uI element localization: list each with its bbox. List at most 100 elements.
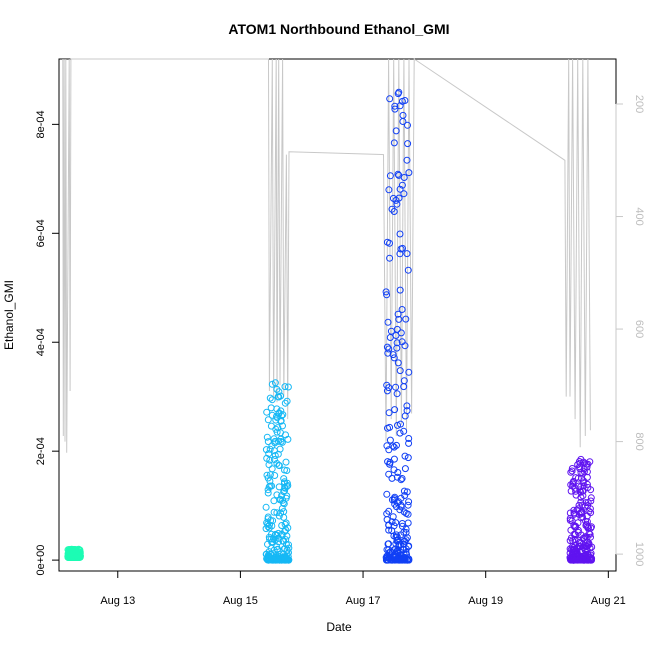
data-point bbox=[275, 462, 283, 470]
data-point bbox=[282, 458, 290, 466]
data-point bbox=[283, 554, 290, 562]
data-point bbox=[398, 522, 406, 530]
data-point bbox=[280, 508, 288, 516]
data-point bbox=[580, 465, 588, 473]
data-point bbox=[390, 354, 398, 362]
data-point bbox=[386, 239, 393, 247]
data-point bbox=[275, 538, 282, 546]
data-point bbox=[587, 486, 595, 494]
data-point bbox=[396, 429, 404, 437]
data-point bbox=[283, 397, 291, 405]
points-layer bbox=[64, 88, 596, 564]
data-point bbox=[281, 383, 289, 391]
data-point bbox=[400, 555, 408, 563]
data-point bbox=[394, 90, 402, 98]
data-point bbox=[396, 185, 404, 193]
data-point bbox=[390, 443, 398, 451]
data-point bbox=[275, 410, 283, 418]
data-point bbox=[262, 503, 270, 511]
data-point bbox=[383, 343, 391, 351]
y2-tick-label: 400 bbox=[633, 207, 645, 225]
data-point bbox=[268, 555, 276, 563]
data-point bbox=[280, 475, 288, 483]
data-point bbox=[281, 553, 289, 561]
data-point bbox=[392, 519, 400, 527]
data-point bbox=[577, 455, 585, 463]
secondary-series-line bbox=[62, 58, 591, 453]
data-point bbox=[391, 102, 399, 110]
x-axis: Aug 13 Aug 15 Aug 17 Aug 19 Aug 21 bbox=[100, 570, 626, 607]
data-point bbox=[267, 422, 275, 430]
data-point bbox=[573, 549, 580, 557]
data-point bbox=[397, 531, 405, 539]
data-point bbox=[587, 509, 595, 517]
data-point bbox=[394, 359, 402, 367]
y2-tick-label: 1000 bbox=[633, 542, 645, 566]
data-point bbox=[393, 200, 401, 208]
data-point bbox=[64, 552, 72, 560]
data-point bbox=[264, 486, 272, 494]
data-point bbox=[385, 409, 393, 417]
data-point bbox=[396, 286, 404, 294]
data-point bbox=[266, 477, 274, 485]
data-point bbox=[396, 367, 404, 375]
data-point bbox=[404, 501, 412, 509]
data-point bbox=[385, 384, 393, 392]
data-point bbox=[405, 368, 413, 376]
data-point bbox=[577, 531, 585, 539]
data-point bbox=[390, 553, 398, 561]
data-point bbox=[390, 495, 398, 503]
data-point bbox=[385, 470, 393, 478]
data-point bbox=[399, 111, 407, 119]
y2-tick-label: 200 bbox=[633, 95, 645, 113]
data-point bbox=[273, 556, 281, 564]
data-point bbox=[271, 439, 279, 447]
data-point bbox=[583, 480, 591, 488]
data-point bbox=[390, 466, 398, 474]
data-point bbox=[577, 498, 585, 506]
data-point bbox=[385, 507, 393, 515]
data-point bbox=[283, 479, 291, 487]
data-point bbox=[569, 549, 577, 557]
data-point bbox=[389, 513, 397, 521]
data-point bbox=[582, 517, 590, 525]
data-point bbox=[404, 454, 412, 462]
data-point bbox=[382, 288, 390, 296]
data-point bbox=[389, 442, 397, 450]
data-point bbox=[276, 496, 284, 504]
data-point bbox=[277, 417, 285, 425]
data-point bbox=[262, 446, 270, 454]
data-point bbox=[386, 172, 394, 180]
data-point bbox=[269, 556, 277, 564]
data-point bbox=[284, 383, 292, 391]
data-point bbox=[279, 422, 286, 430]
data-point bbox=[571, 553, 579, 561]
data-point bbox=[579, 487, 586, 495]
data-point bbox=[385, 345, 393, 353]
data-point bbox=[263, 408, 271, 416]
data-point bbox=[395, 315, 403, 323]
data-point bbox=[403, 402, 411, 410]
data-point bbox=[403, 250, 411, 258]
data-point bbox=[396, 230, 404, 238]
y-tick-label: 8e-04 bbox=[35, 110, 47, 138]
data-point bbox=[285, 541, 292, 549]
data-point bbox=[567, 481, 575, 489]
plot-frame bbox=[58, 58, 617, 572]
data-point bbox=[280, 488, 288, 496]
data-point bbox=[570, 506, 578, 514]
data-point bbox=[390, 532, 398, 540]
y-axis-label: Ethanol_GMI bbox=[2, 280, 16, 350]
data-point bbox=[584, 499, 592, 506]
data-point bbox=[568, 467, 576, 475]
data-point bbox=[388, 518, 396, 526]
data-point bbox=[582, 499, 590, 507]
data-point bbox=[401, 342, 409, 350]
data-point bbox=[266, 456, 274, 464]
data-point bbox=[271, 472, 279, 479]
data-point bbox=[264, 540, 271, 548]
data-point bbox=[396, 102, 404, 110]
data-point bbox=[386, 254, 394, 262]
data-point bbox=[393, 533, 401, 541]
data-point bbox=[400, 487, 408, 495]
